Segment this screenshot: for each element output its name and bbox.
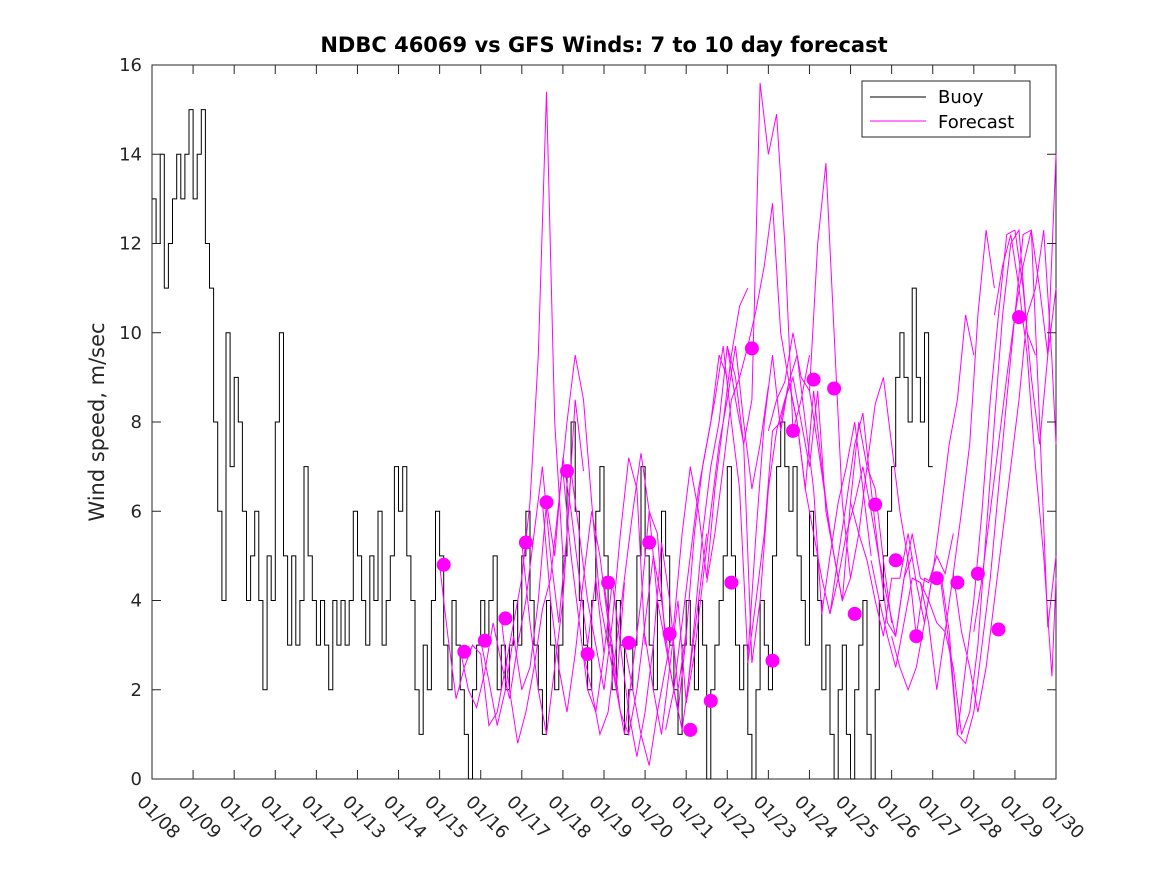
forecast-series-line-24 xyxy=(911,228,1036,735)
forecast-series-line-20 xyxy=(829,466,954,638)
forecast-series-line-5 xyxy=(521,457,646,735)
forecast-series-line-15 xyxy=(726,346,851,664)
forecast-marker-7 xyxy=(560,464,574,479)
y-tick-label: 6 xyxy=(131,501,142,522)
y-axis-label: Wind speed, m/sec xyxy=(85,322,109,521)
forecast-marker-22 xyxy=(868,497,883,512)
forecast-series-line-3 xyxy=(480,457,605,726)
forecast-marker-16 xyxy=(744,341,759,356)
forecast-series-line-4 xyxy=(500,355,625,744)
forecast-series-line-6 xyxy=(541,502,667,735)
forecast-marker-24 xyxy=(909,629,924,644)
forecast-marker-26 xyxy=(950,575,965,590)
forecast-marker-4 xyxy=(498,611,513,626)
forecast-marker-9 xyxy=(601,575,616,590)
forecast-marker-19 xyxy=(806,372,821,387)
forecast-series-line-14 xyxy=(706,203,831,583)
forecast-marker-8 xyxy=(580,647,595,661)
forecast-marker-15 xyxy=(724,575,739,590)
forecast-marker-11 xyxy=(642,535,657,550)
legend-forecast-label: Forecast xyxy=(938,112,1014,133)
forecast-marker-2 xyxy=(457,644,472,659)
forecast-series-line-29 xyxy=(1014,230,1057,445)
forecast-marker-17 xyxy=(765,653,780,668)
forecast-marker-27 xyxy=(970,566,985,581)
legend-box xyxy=(861,80,1031,138)
forecast-series-line-21 xyxy=(850,314,975,637)
y-axis-ticks: 0 2 4 6 8 10 12 14 16 xyxy=(119,55,1056,790)
forecast-markers xyxy=(436,310,1026,737)
forecast-marker-23 xyxy=(888,553,903,568)
y-tick-label: 10 xyxy=(119,323,142,344)
forecast-marker-12 xyxy=(662,627,677,641)
forecast-marker-10 xyxy=(621,635,636,650)
forecast-series-line-18 xyxy=(788,381,913,637)
forecast-marker-14 xyxy=(703,693,718,708)
forecast-marker-18 xyxy=(786,423,800,438)
y-tick-label: 14 xyxy=(119,144,142,165)
axes-box xyxy=(151,64,1057,780)
forecast-series-line-26 xyxy=(952,230,1057,713)
forecast-marker-1 xyxy=(436,557,451,572)
forecast-series-line-19 xyxy=(809,377,933,637)
forecast-series-line-25 xyxy=(932,154,1057,745)
forecast-series-line-1 xyxy=(439,91,564,727)
y-tick-label: 12 xyxy=(119,234,142,255)
y-tick-label: 0 xyxy=(131,769,142,790)
legend-buoy-label: Buoy xyxy=(938,87,984,108)
forecast-series-line-2 xyxy=(459,399,584,710)
forecast-marker-28 xyxy=(991,622,1006,637)
forecast-series-line-16 xyxy=(747,354,872,664)
forecast-series-line-23 xyxy=(891,229,1016,735)
y-tick-label: 2 xyxy=(131,680,142,701)
forecast-marker-3 xyxy=(477,633,492,648)
y-tick-label: 16 xyxy=(119,55,142,76)
forecast-marker-20 xyxy=(827,381,842,396)
forecast-series-line-22 xyxy=(870,230,995,690)
forecast-marker-5 xyxy=(518,535,533,550)
forecast-marker-21 xyxy=(847,606,862,621)
forecast-marker-6 xyxy=(539,495,554,510)
forecast-series-line-17 xyxy=(767,163,893,623)
forecast-series-line-11 xyxy=(644,346,769,735)
forecast-series-line-13 xyxy=(685,82,810,704)
legend: Buoy Forecast xyxy=(861,80,1031,138)
chart-title: NDBC 46069 vs GFS Winds: 7 to 10 day for… xyxy=(320,33,887,57)
forecast-series-line-28 xyxy=(993,234,1057,677)
series-layer xyxy=(152,82,1057,780)
forecast-series-line-12 xyxy=(665,346,790,731)
y-tick-label: 8 xyxy=(131,412,142,433)
forecast-marker-29 xyxy=(1012,310,1026,325)
y-tick-label: 4 xyxy=(131,591,142,612)
forecast-marker-25 xyxy=(929,571,944,586)
forecast-marker-13 xyxy=(683,722,698,737)
